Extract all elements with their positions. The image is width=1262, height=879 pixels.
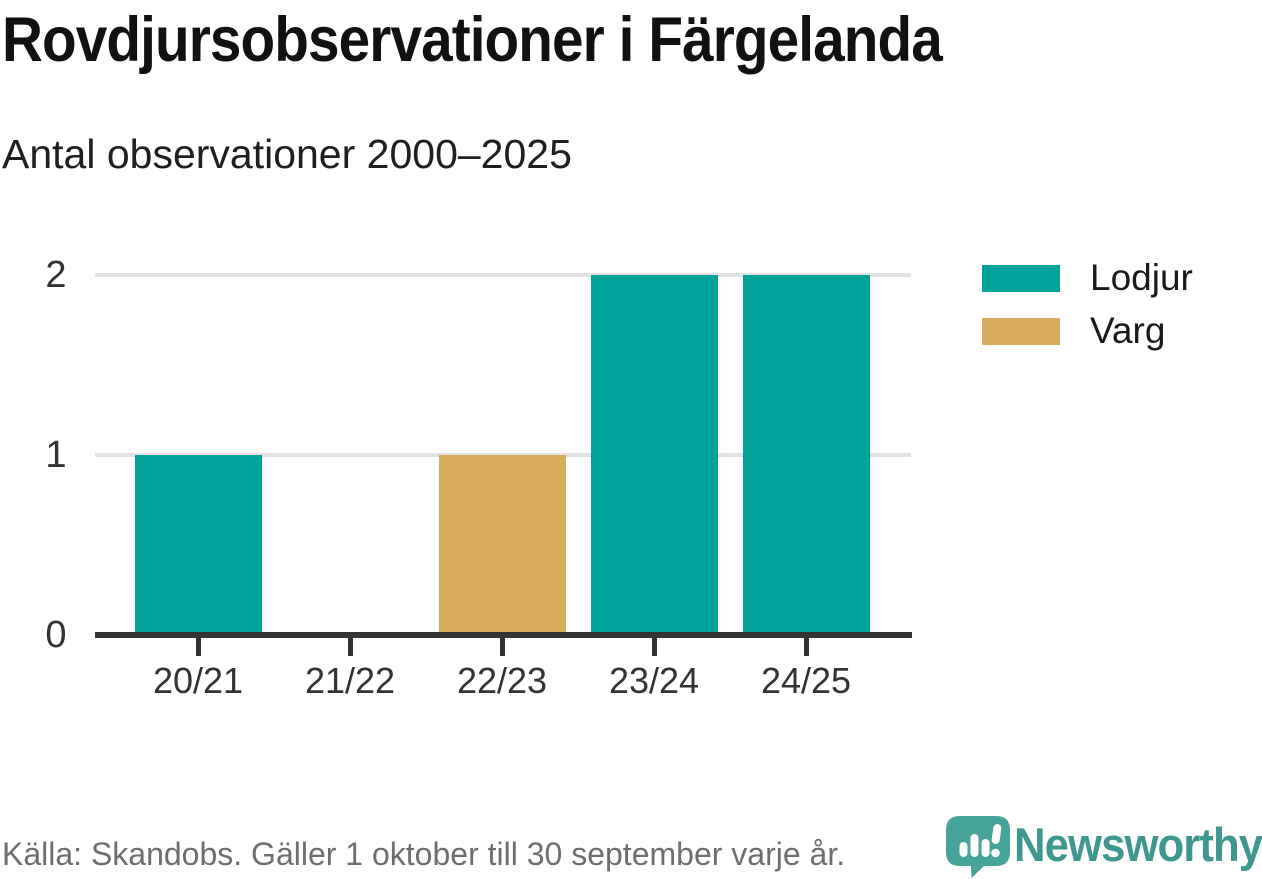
y-tick-label: 2 <box>45 254 67 296</box>
bar-20/21-lodjur <box>134 455 262 632</box>
y-tick-label: 1 <box>45 434 67 476</box>
x-axis-tick-23/24 <box>651 638 657 656</box>
legend-swatch-varg <box>982 318 1060 345</box>
x-tick-label: 22/23 <box>456 660 548 701</box>
x-tick-label: 23/24 <box>608 660 700 701</box>
legend-label: Lodjur <box>1090 257 1193 298</box>
x-axis-tick-20/21 <box>195 638 201 656</box>
legend-label: Varg <box>1090 310 1166 351</box>
x-tick-label: 24/25 <box>760 660 852 701</box>
x-axis-tick-22/23 <box>499 638 505 656</box>
x-axis-tick-21/22 <box>347 638 353 656</box>
gridline-y2 <box>95 273 911 277</box>
x-axis-tick-24/25 <box>803 638 809 656</box>
newsworthy-logo: Newsworthy <box>946 814 1262 879</box>
y-tick-label: 0 <box>45 614 67 656</box>
newsworthy-wordmark: Newsworthy <box>1014 818 1262 871</box>
bar-24/25-lodjur <box>742 275 870 632</box>
x-axis-line <box>95 632 912 638</box>
legend-swatch-lodjur <box>982 265 1060 292</box>
chart-title: Rovdjursobservationer i Färgelanda <box>2 5 943 75</box>
source-note: Källa: Skandobs. Gäller 1 oktober till 3… <box>2 836 846 872</box>
chart-subtitle: Antal observationer 2000–2025 <box>2 131 572 177</box>
x-tick-label: 21/22 <box>304 660 396 701</box>
bar-23/24-lodjur <box>590 275 718 632</box>
x-tick-label: 20/21 <box>152 660 244 701</box>
newsworthy-bubble-chart-icon <box>946 816 1010 878</box>
bar-22/23-varg <box>438 455 566 632</box>
